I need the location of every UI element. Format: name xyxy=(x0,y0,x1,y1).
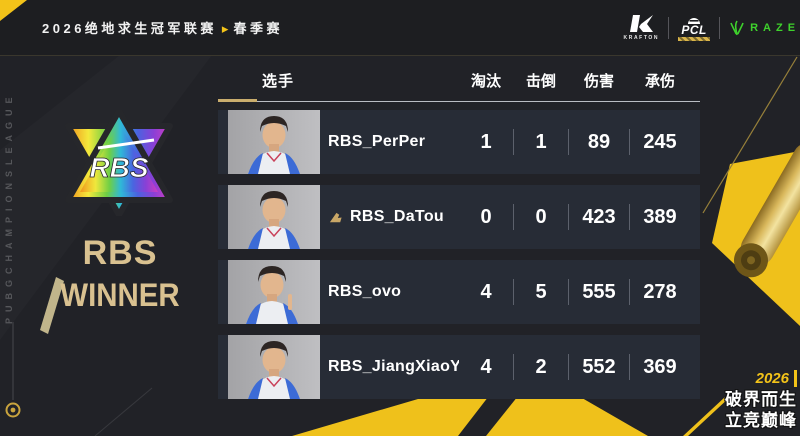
stat-damage: 423 xyxy=(582,205,616,228)
team-name: RBS xyxy=(82,234,158,272)
player-name: RBS_JiangXiaoY xyxy=(328,358,459,375)
slogan-line1: 破界而生 xyxy=(725,390,797,409)
stat-eliminations: 0 xyxy=(480,205,492,228)
razer-snake-icon xyxy=(730,20,744,35)
stat-damage: 555 xyxy=(582,280,616,303)
razer-label: RAZER xyxy=(750,21,800,34)
stat-eliminations: 1 xyxy=(480,130,492,153)
stat-damage: 89 xyxy=(587,130,611,153)
stat-knockdowns: 1 xyxy=(535,130,547,153)
compass-emblem-icon xyxy=(5,402,21,418)
stat-damage-taken: 278 xyxy=(643,280,677,303)
vertical-league-text: PUBGCHAMPIONSLEAGUE xyxy=(4,91,14,324)
table-row: RBS_DaTou 0 0 423 389 xyxy=(218,185,700,249)
stat-eliminations: 4 xyxy=(480,355,492,378)
event-slogan: 2026 破界而生 立竞巅峰 xyxy=(725,368,797,431)
player-name: RBS_DaTou xyxy=(350,208,444,225)
arrow-icon: ▸ xyxy=(221,21,229,36)
bottom-left-line xyxy=(94,387,153,436)
krafton-logo: KRAFTON xyxy=(624,14,660,41)
table-row: RBS_JiangXiaoY 4 2 552 369 xyxy=(218,335,700,399)
player-photo xyxy=(228,335,320,399)
stats-table: 选手 淘汰 击倒 伤害 承伤 xyxy=(218,62,700,399)
stat-knockdowns: 0 xyxy=(535,205,547,228)
table-row: RBS_PerPer 1 1 89 245 xyxy=(218,110,700,174)
slogan-line2: 立竞巅峰 xyxy=(725,411,797,430)
corner-triangle xyxy=(0,0,27,21)
tournament-title-main: 2026绝地求生冠军联赛 xyxy=(42,21,217,36)
player-photo xyxy=(228,185,320,249)
season-label: 春季赛 xyxy=(233,21,283,36)
stat-damage-taken: 369 xyxy=(643,355,677,378)
razer-logo: RAZER xyxy=(729,20,800,36)
winner-label: WINNER xyxy=(60,277,180,313)
captain-icon xyxy=(329,212,342,222)
top-bar: 2026绝地求生冠军联赛 ▸ 春季赛 KRAFTON PCL xyxy=(0,0,800,56)
tournament-title: 2026绝地求生冠军联赛 ▸ 春季赛 xyxy=(42,18,283,37)
team-logo: RBS xyxy=(62,108,176,221)
stat-knockdowns: 5 xyxy=(535,280,547,303)
rbs-star-icon: RBS xyxy=(65,108,173,218)
pcl-logo: PCL xyxy=(678,15,711,41)
player-name: RBS_ovo xyxy=(328,283,402,300)
stat-damage-taken: 245 xyxy=(643,130,677,153)
column-knockdowns: 击倒 xyxy=(525,73,556,90)
column-player: 选手 xyxy=(262,73,295,90)
table-header: 选手 淘汰 击倒 伤害 承伤 xyxy=(218,62,700,99)
gold-diagonal-line xyxy=(702,56,798,214)
stat-damage-taken: 389 xyxy=(643,205,677,228)
logo-divider xyxy=(668,16,670,39)
bullet-image xyxy=(734,142,800,278)
pcl-bar xyxy=(678,36,711,41)
sponsor-logos: KRAFTON PCL RAZER xyxy=(624,0,800,55)
column-damage-taken: 承伤 xyxy=(644,73,675,90)
stat-eliminations: 4 xyxy=(480,280,492,303)
column-eliminations: 淘汰 xyxy=(470,73,501,90)
player-photo xyxy=(228,110,320,174)
table-row: RBS_ovo 4 5 555 278 xyxy=(218,260,700,324)
stat-damage: 552 xyxy=(582,355,616,378)
header-underline-accent xyxy=(218,99,257,102)
slogan-year: 2026 xyxy=(755,370,797,387)
column-damage: 伤害 xyxy=(583,73,614,90)
stat-knockdowns: 2 xyxy=(535,355,547,378)
pcl-helmet-icon xyxy=(688,17,701,24)
logo-divider xyxy=(719,16,721,39)
header-underline xyxy=(218,99,700,102)
player-photo xyxy=(228,260,320,324)
right-yellow-panel xyxy=(712,151,800,326)
rbs-logo-text: RBS xyxy=(89,152,148,183)
krafton-label: KRAFTON xyxy=(623,35,660,41)
player-name: RBS_PerPer xyxy=(328,133,426,150)
bottom-thin-stripe xyxy=(683,397,730,436)
pcl-label: PCL xyxy=(681,22,707,37)
krafton-k-icon xyxy=(630,15,654,32)
